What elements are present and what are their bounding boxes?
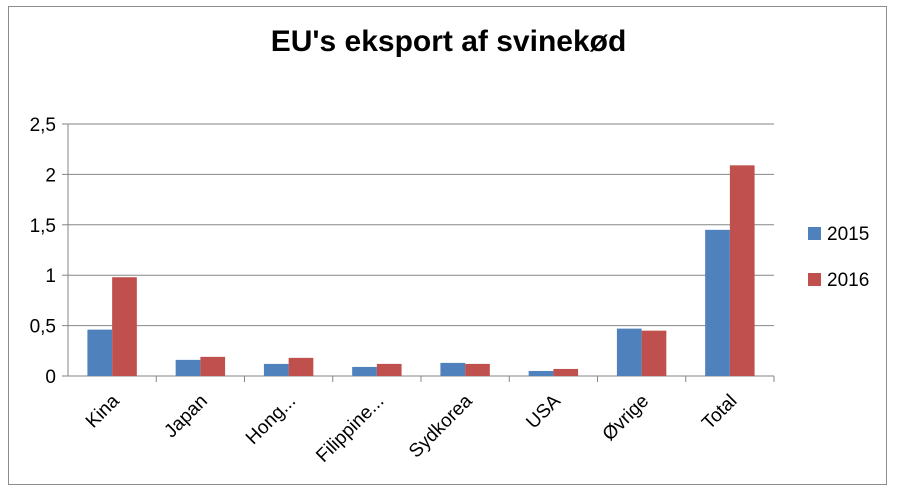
x-tick-label: Sydkorea bbox=[405, 390, 477, 462]
legend-swatch-2015 bbox=[808, 227, 821, 240]
chart-title: EU's eksport af svinekød bbox=[270, 25, 627, 58]
bar-2015 bbox=[616, 328, 642, 376]
y-tick-label: 1,5 bbox=[30, 216, 56, 237]
bar-2016 bbox=[553, 368, 579, 376]
y-tick-label: 2 bbox=[45, 165, 56, 186]
x-tick-label: Japan bbox=[160, 391, 211, 442]
x-tick-label: Hong... bbox=[242, 391, 300, 449]
bar-2015 bbox=[263, 363, 289, 376]
bar-2016 bbox=[112, 277, 137, 376]
bar-2015 bbox=[705, 229, 730, 376]
legend-label-2016: 2016 bbox=[827, 270, 869, 291]
bar-2015 bbox=[352, 366, 377, 376]
x-tick-label: USA bbox=[522, 390, 565, 433]
bar-2016 bbox=[288, 357, 314, 376]
legend-swatch-2016 bbox=[808, 273, 821, 286]
bar-2015 bbox=[87, 329, 113, 376]
bar-2015 bbox=[175, 359, 201, 376]
bar-2016 bbox=[465, 363, 490, 376]
bar-2016 bbox=[641, 330, 667, 376]
bar-2016 bbox=[376, 363, 402, 376]
x-tick-label: Kina bbox=[82, 390, 124, 432]
y-tick-label: 1 bbox=[45, 266, 56, 287]
x-tick-label: Øvrige bbox=[599, 391, 653, 445]
y-tick-label: 0,5 bbox=[30, 317, 56, 338]
y-tick-label: 2,5 bbox=[30, 115, 56, 136]
x-tick-label: Filippine... bbox=[312, 391, 388, 467]
x-tick-label: Total bbox=[698, 391, 741, 434]
bar-2015 bbox=[528, 370, 554, 376]
bar-2015 bbox=[440, 362, 466, 376]
legend-label-2015: 2015 bbox=[827, 224, 869, 245]
bar-2016 bbox=[729, 165, 755, 376]
y-tick-label: 0 bbox=[45, 367, 56, 388]
bar-2016 bbox=[200, 356, 226, 376]
